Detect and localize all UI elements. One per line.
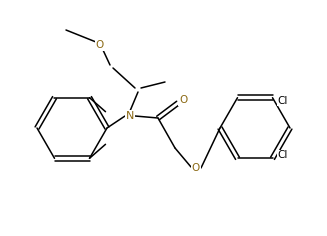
Text: O: O [179,95,187,105]
Text: O: O [96,40,104,50]
Text: Cl: Cl [277,150,288,160]
Text: Cl: Cl [277,96,288,106]
Text: N: N [126,111,134,121]
Text: O: O [192,163,200,173]
